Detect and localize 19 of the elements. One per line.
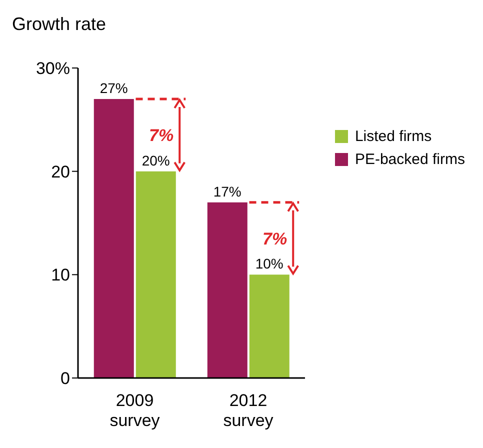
y-tick-label: 10 xyxy=(51,266,70,285)
legend-label: Listed firms xyxy=(354,128,432,145)
x-tick-label: 2009 survey xyxy=(110,391,160,430)
bar xyxy=(136,171,176,378)
bar xyxy=(249,274,290,378)
y-tick-label: 20 xyxy=(51,162,70,182)
legend-label: PE-backed firms xyxy=(354,151,465,168)
bar xyxy=(94,99,134,378)
data-label: 10% xyxy=(255,256,284,272)
data-label: 27% xyxy=(100,80,128,96)
y-tick-label: 30% xyxy=(36,59,70,78)
annotation: 7% xyxy=(149,126,174,146)
y-axis-title: Growth rate xyxy=(12,14,106,34)
bar xyxy=(207,202,248,378)
data-label: 20% xyxy=(142,152,170,168)
y-tick-label: 0 xyxy=(60,369,70,388)
x-tick-label: 2012 survey xyxy=(223,391,274,430)
data-label: 17% xyxy=(213,183,242,200)
annotation: 7% xyxy=(262,230,288,248)
